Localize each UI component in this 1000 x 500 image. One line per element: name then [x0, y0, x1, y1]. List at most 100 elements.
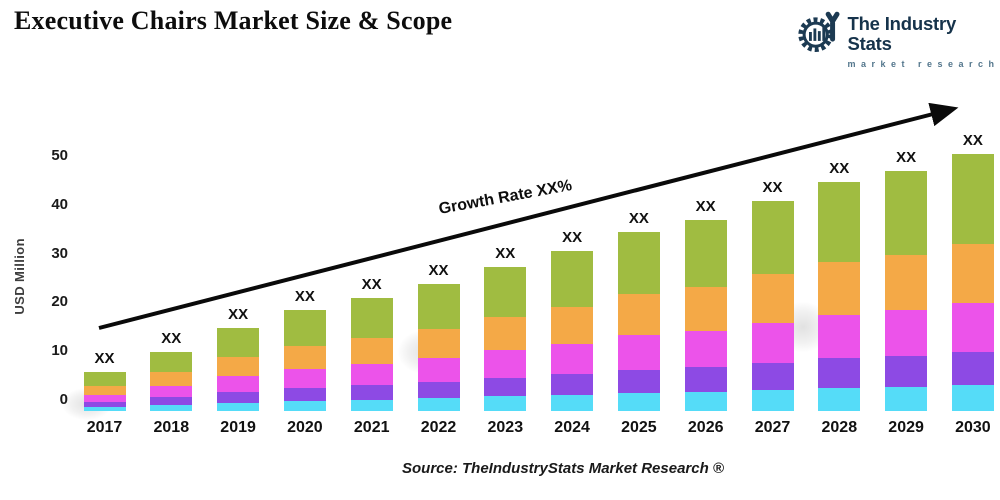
- bar-value-label: XX: [896, 149, 917, 167]
- bar-segment-green: [818, 182, 861, 263]
- bar-segment-green: [83, 372, 126, 387]
- bar-segment-purple: [484, 377, 527, 397]
- bar-segment-cyan: [83, 407, 126, 411]
- x-tick-label: 2021: [353, 419, 390, 436]
- bar-segment-magenta: [551, 343, 594, 374]
- x-tick-label: 2026: [687, 419, 724, 436]
- bar-segment-green: [150, 351, 193, 373]
- x-tick-label: 2023: [487, 419, 524, 436]
- bar-segment-cyan: [751, 390, 794, 411]
- bar-segment-magenta: [885, 310, 928, 356]
- bar-segment-green: [283, 310, 326, 346]
- bar-segment-magenta: [751, 322, 794, 363]
- bar-value-label: XX: [695, 198, 716, 216]
- bar-segment-magenta: [150, 386, 193, 398]
- bar-segment-orange: [350, 337, 393, 364]
- bar-segment-cyan: [551, 394, 594, 411]
- bar-segment-purple: [417, 381, 460, 399]
- x-tick-label: 2029: [888, 419, 924, 436]
- y-axis-title: USD Million: [12, 238, 27, 315]
- x-tick-label: 2018: [153, 419, 190, 436]
- bar-segment-orange: [551, 307, 594, 344]
- bar-segment-green: [484, 267, 527, 318]
- bar-segment-purple: [885, 355, 928, 388]
- bar-value-label: XX: [94, 350, 115, 368]
- bar-value-label: XX: [361, 276, 382, 294]
- bar-segment-orange: [684, 287, 727, 331]
- x-tick-label: 2028: [821, 419, 858, 436]
- bar-segment-magenta: [617, 335, 660, 370]
- bar-segment-magenta: [684, 330, 727, 368]
- bar-segment-purple: [684, 367, 727, 392]
- bar-segment-cyan: [617, 392, 660, 411]
- bar-segment-green: [617, 231, 660, 295]
- bar-segment-green: [551, 250, 594, 308]
- bar-segment-purple: [150, 397, 193, 406]
- x-tick-label: 2017: [86, 419, 123, 436]
- bar-value-label: XX: [762, 178, 783, 196]
- bar-segment-green: [417, 284, 460, 329]
- bar-segment-purple: [818, 358, 861, 389]
- y-tick-label: 0: [59, 391, 68, 408]
- bar-segment-purple: [751, 362, 794, 390]
- bar-segment-purple: [283, 387, 326, 401]
- bar-value-label: XX: [228, 306, 249, 324]
- bar-value-label: XX: [294, 288, 315, 306]
- bar-segment-purple: [217, 391, 260, 403]
- bar-segment-cyan: [818, 388, 861, 411]
- bar-segment-purple: [951, 351, 994, 386]
- y-tick-label: 20: [51, 293, 68, 311]
- bar-segment-orange: [83, 386, 126, 395]
- bar-segment-magenta: [951, 303, 994, 352]
- y-tick-label: 50: [51, 147, 68, 164]
- source-caption: Source: TheIndustryStats Market Research…: [402, 460, 724, 477]
- bar-segment-green: [885, 171, 928, 256]
- bar-value-label: XX: [428, 262, 449, 280]
- bar-segment-purple: [350, 385, 393, 400]
- x-tick-label: 2022: [420, 419, 457, 436]
- bar-segment-purple: [551, 373, 594, 395]
- bar-segment-cyan: [484, 396, 527, 411]
- bar-segment-purple: [83, 402, 126, 408]
- bar-segment-magenta: [283, 368, 326, 388]
- bar-segment-green: [951, 154, 994, 245]
- bar-segment-orange: [751, 274, 794, 323]
- bar-segment-magenta: [417, 357, 460, 382]
- bar-segment-green: [350, 298, 393, 338]
- y-tick-label: 30: [51, 244, 68, 262]
- bar-segment-magenta: [350, 363, 393, 386]
- brand-tagline: market research: [847, 58, 1000, 69]
- bar-segment-orange: [885, 255, 928, 311]
- bar-segment-purple: [617, 369, 660, 393]
- bar-segment-orange: [217, 357, 260, 377]
- bar-value-label: XX: [495, 245, 516, 263]
- bar-segment-green: [217, 328, 260, 358]
- bar-segment-orange: [150, 372, 193, 387]
- bar-segment-cyan: [417, 398, 460, 411]
- y-tick-label: 40: [51, 195, 68, 213]
- page-title: Executive Chairs Market Size & Scope: [14, 6, 453, 35]
- bar-segment-orange: [283, 345, 326, 369]
- bar-segment-magenta: [484, 350, 527, 378]
- bar-segment-orange: [818, 262, 861, 315]
- brand-logo-text: The Industry Stats market research: [847, 13, 1000, 69]
- bar-segment-green: [751, 200, 794, 275]
- brand-name: The Industry Stats: [847, 13, 957, 55]
- bar-segment-cyan: [684, 391, 727, 411]
- bar-segment-magenta: [83, 394, 126, 403]
- bar-segment-green: [684, 220, 727, 288]
- bar-segment-orange: [417, 328, 460, 358]
- bar-segment-cyan: [885, 387, 928, 411]
- bar-value-label: XX: [562, 228, 583, 246]
- bar-segment-cyan: [350, 399, 393, 411]
- bar-segment-cyan: [951, 385, 994, 411]
- x-tick-label: 2019: [220, 419, 256, 436]
- x-tick-label: 2027: [754, 419, 791, 436]
- growth-rate-label: Growth Rate XX%: [437, 177, 574, 218]
- bar-value-label: XX: [628, 209, 649, 227]
- bar-segment-cyan: [283, 400, 326, 411]
- x-tick-label: 2020: [287, 419, 323, 436]
- bar-value-label: XX: [829, 160, 850, 178]
